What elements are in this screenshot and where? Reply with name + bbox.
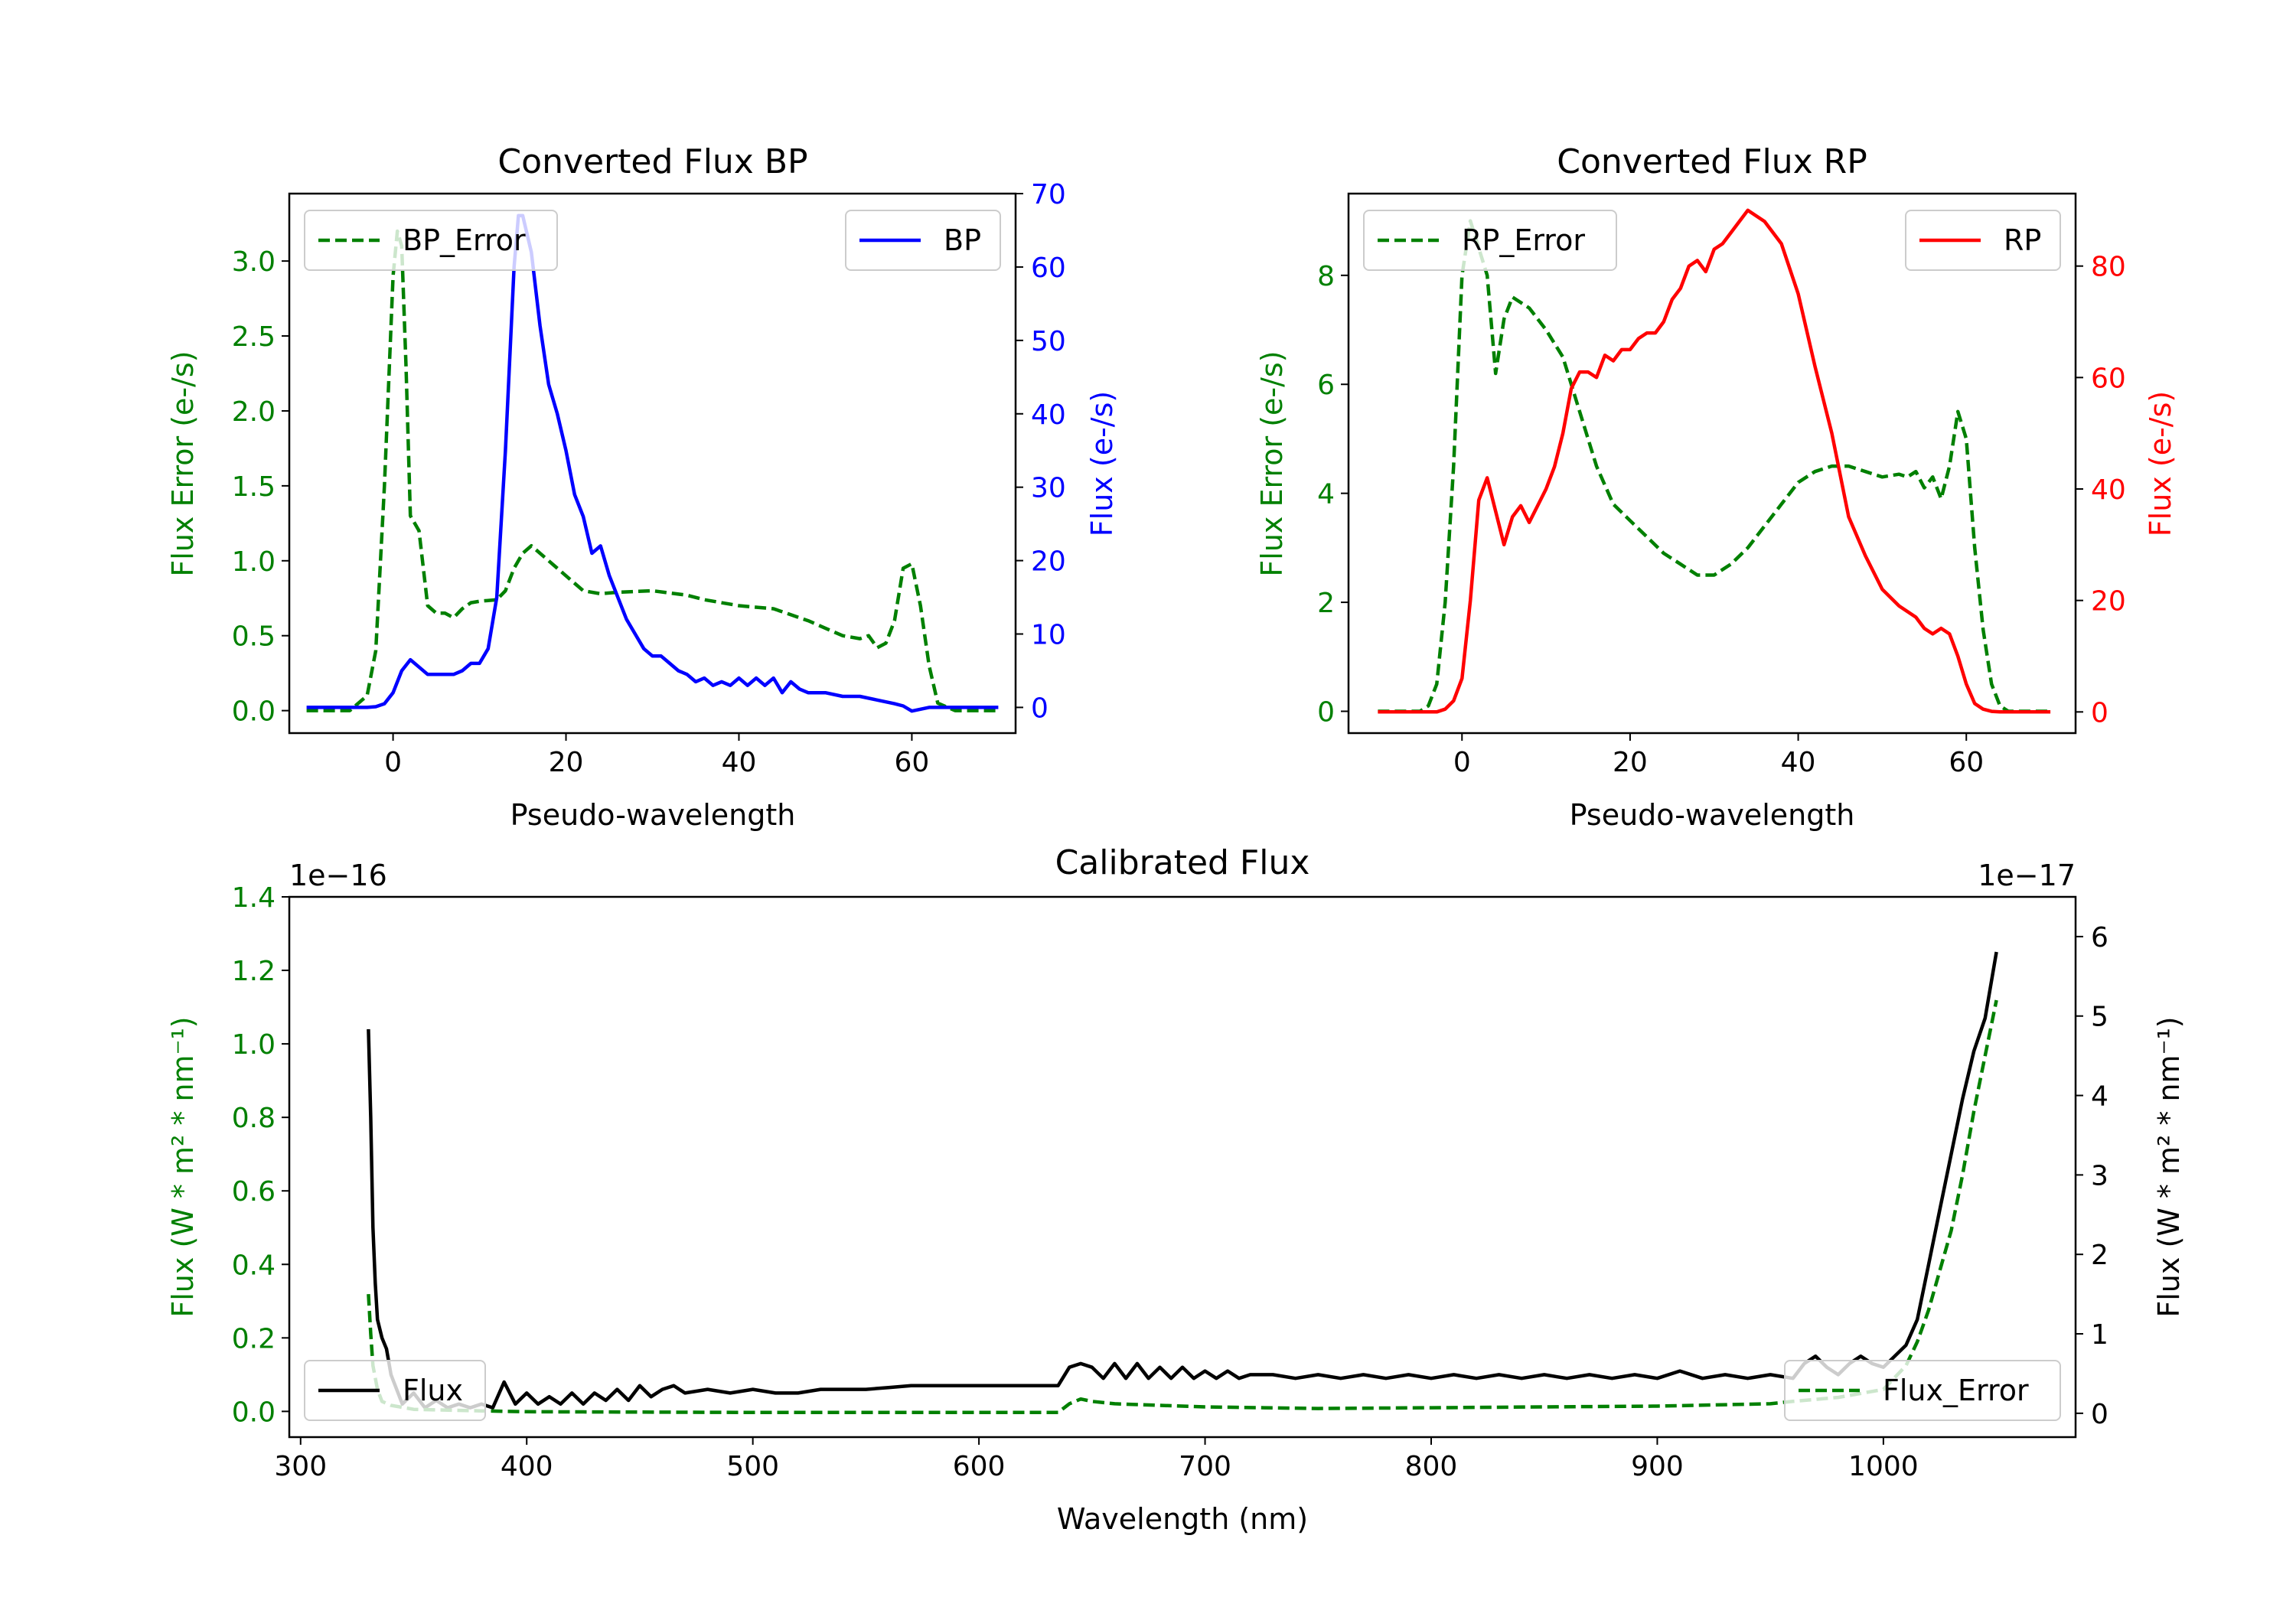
bp-ylabel-left: Flux Error (e-/s)	[166, 350, 200, 576]
cal-ylabel-left: Flux (W * m² * nm⁻¹)	[166, 1016, 200, 1317]
y-right-tick-label: 20	[1031, 546, 1066, 578]
x-tick-label: 300	[274, 1451, 327, 1482]
y-left-tick-label: 0.4	[232, 1250, 276, 1281]
x-tick-label: 800	[1405, 1451, 1458, 1482]
legend-box-right	[1905, 210, 2061, 271]
series-line-bp-error	[306, 229, 999, 712]
y-right-tick-label: 0	[1031, 693, 1049, 724]
y-left-tick-label: 0	[1317, 697, 1335, 729]
x-tick-label: 20	[549, 747, 584, 778]
y-left-tick-label: 0.0	[232, 1397, 276, 1428]
x-tick-label: 60	[1949, 747, 1984, 778]
y-right-tick-label: 3	[2091, 1160, 2108, 1191]
y-left-tick-label: 2	[1317, 588, 1335, 619]
bp-title: Converted Flux BP	[497, 142, 807, 181]
legend-box-left	[304, 1360, 486, 1421]
series-line-bp	[306, 214, 999, 713]
y-left-tick-label: 1.2	[232, 956, 276, 987]
rp-panel: Converted Flux RP Pseudo-wavelength Flux…	[1255, 142, 2177, 832]
cal-xlabel: Wavelength (nm)	[1057, 1502, 1308, 1536]
cal-offset-left: 1e−16	[289, 859, 387, 892]
y-right-tick-label: 20	[2091, 586, 2126, 618]
legend-label-right: RP	[2004, 223, 2041, 257]
y-right-tick-label: 30	[1031, 473, 1066, 504]
x-tick-label: 0	[1453, 747, 1471, 778]
bp-ylabel-right: Flux (e-/s)	[1085, 391, 1119, 536]
x-tick-label: 0	[384, 747, 402, 778]
x-tick-label: 60	[895, 747, 930, 778]
x-tick-label: 20	[1613, 747, 1648, 778]
x-tick-label: 40	[1781, 747, 1816, 778]
y-right-tick-label: 50	[1031, 326, 1066, 357]
cal-title: Calibrated Flux	[1055, 843, 1310, 882]
y-right-tick-label: 1	[2091, 1319, 2108, 1351]
y-left-tick-label: 6	[1317, 370, 1335, 401]
y-left-tick-label: 1.0	[232, 1029, 276, 1061]
legend-box-left	[1363, 210, 1617, 271]
y-left-tick-label: 2.0	[232, 396, 276, 428]
legend-label-left: Flux	[403, 1374, 463, 1407]
rp-xlabel: Pseudo-wavelength	[1570, 798, 1855, 832]
series-line-rp	[1378, 208, 2051, 714]
y-right-tick-label: 2	[2091, 1240, 2108, 1271]
y-left-tick-label: 0.6	[232, 1176, 276, 1208]
y-left-tick-label: 2.5	[232, 321, 276, 353]
legend-label-right: BP	[944, 223, 981, 257]
rp-title: Converted Flux RP	[1557, 142, 1867, 181]
legend-box-left	[304, 210, 558, 271]
y-right-tick-label: 4	[2091, 1081, 2108, 1113]
bp-xlabel: Pseudo-wavelength	[510, 798, 796, 832]
y-left-tick-label: 0.0	[232, 696, 276, 728]
bp-panel: Converted Flux BP Pseudo-wavelength Flux…	[166, 142, 1119, 832]
y-right-tick-label: 5	[2091, 1002, 2108, 1033]
legend-box-right	[845, 210, 1001, 271]
y-right-tick-label: 60	[2091, 363, 2126, 394]
calibrated-panel: Calibrated Flux Wavelength (nm) Flux (W …	[166, 843, 2186, 1536]
y-left-tick-label: 0.8	[232, 1103, 276, 1134]
x-tick-label: 500	[726, 1451, 779, 1482]
y-right-tick-label: 0	[2091, 1399, 2108, 1430]
y-left-tick-label: 1.4	[232, 882, 276, 914]
y-right-tick-label: 70	[1031, 179, 1066, 210]
x-tick-label: 600	[953, 1451, 1006, 1482]
axes-frame	[288, 192, 1017, 735]
y-left-tick-label: 3.0	[232, 246, 276, 278]
y-left-tick-label: 4	[1317, 479, 1335, 510]
axes-frame	[288, 895, 2077, 1439]
series-line-flux-error	[367, 999, 1998, 1415]
rp-ylabel-right: Flux (e-/s)	[2144, 391, 2177, 536]
y-right-tick-label: 10	[1031, 620, 1066, 651]
x-tick-label: 40	[722, 747, 757, 778]
y-right-tick-label: 40	[1031, 399, 1066, 431]
cal-ylabel-right: Flux (W * m² * nm⁻¹)	[2152, 1016, 2186, 1317]
y-right-tick-label: 80	[2091, 252, 2126, 283]
y-right-tick-label: 40	[2091, 474, 2126, 506]
y-right-tick-label: 0	[2091, 697, 2108, 729]
x-tick-label: 700	[1179, 1451, 1231, 1482]
y-left-tick-label: 1.0	[232, 546, 276, 578]
legend-box-right	[1784, 1360, 2061, 1421]
legend-label-left: RP_Error	[1462, 223, 1585, 257]
rp-ylabel-left: Flux Error (e-/s)	[1255, 350, 1289, 576]
x-tick-label: 900	[1631, 1451, 1684, 1482]
cal-offset-right: 1e−17	[1978, 859, 2076, 892]
y-left-tick-label: 0.2	[232, 1323, 276, 1354]
x-tick-label: 400	[501, 1451, 553, 1482]
legend-label-right: Flux_Error	[1883, 1374, 2029, 1407]
axes-frame	[1347, 192, 2077, 735]
y-left-tick-label: 8	[1317, 261, 1335, 292]
y-left-tick-label: 0.5	[232, 621, 276, 653]
y-left-tick-label: 1.5	[232, 471, 276, 503]
y-right-tick-label: 6	[2091, 922, 2108, 953]
x-tick-label: 1000	[1848, 1451, 1919, 1482]
y-right-tick-label: 60	[1031, 253, 1066, 284]
legend-label-left: BP_Error	[403, 223, 526, 257]
